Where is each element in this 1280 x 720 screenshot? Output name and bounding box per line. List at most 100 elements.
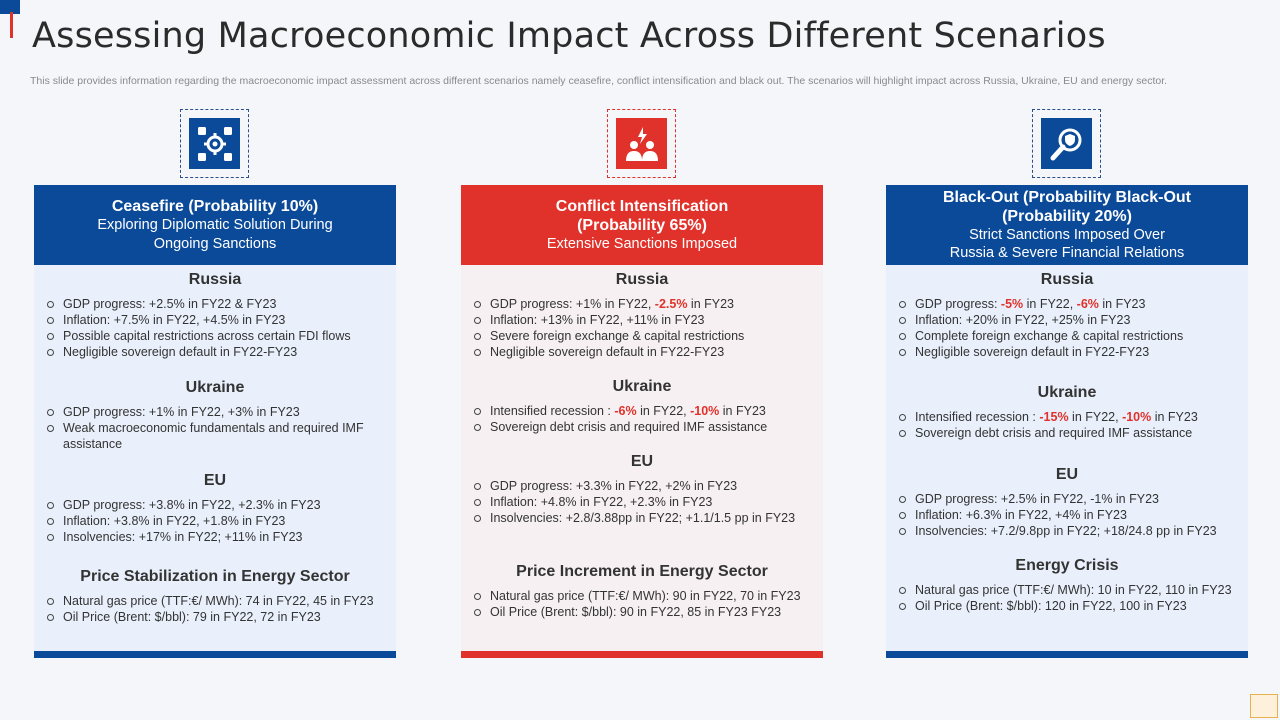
bullet-item: Inflation: +3.8% in FY22, +1.8% in FY23 [44, 513, 384, 529]
scenario-section: Energy Crisis Natural gas price (TTF:€/ M… [886, 557, 1248, 614]
column-heading-title: Ceasefire (Probability 10%) [111, 198, 319, 215]
bullet-item: Complete foreign exchange & capital rest… [896, 328, 1236, 344]
bullet-item: GDP progress: +2.5% in FY22 & FY23 [44, 296, 384, 312]
conflict-header: Conflict Intensification (Probability 65… [461, 185, 823, 265]
scenario-section: Price Stabilization in Energy Sector Natu… [34, 568, 396, 625]
bullet-item: GDP progress: +2.5% in FY22, -1% in FY23 [896, 491, 1236, 507]
section-title: EU [203, 472, 227, 489]
bullet-item: Inflation: +6.3% in FY22, +4% in FY23 [896, 507, 1236, 523]
gear-network-icon [189, 118, 240, 169]
section-title: EU [630, 453, 654, 470]
bullet-list: Intensified recession : -15% in FY22, -1… [886, 409, 1248, 441]
bullet-list: GDP progress: +1% in FY22, -2.5% in FY23… [461, 296, 823, 360]
section-title: Price Increment in Energy Sector [516, 563, 768, 580]
bullet-text: GDP progress: +1% in FY22, [490, 297, 655, 311]
corner-accent-red [10, 12, 13, 38]
scenario-section: EU GDP progress: +3.8% in FY22, +2.3% in … [34, 472, 396, 545]
bullet-item: Negligible sovereign default in FY22-FY2… [896, 344, 1236, 360]
negative-value: -6% [614, 404, 637, 418]
bullet-text: in FY22, [1068, 410, 1123, 424]
bullet-text: in FY23 [1151, 410, 1198, 424]
bullet-item: GDP progress: +3.3% in FY22, +2% in FY23 [471, 478, 811, 494]
bullet-item: Intensified recession : -15% in FY22, -1… [896, 409, 1236, 425]
scenario-section: Russia GDP progress: -5% in FY22, -6% in … [886, 271, 1248, 360]
conflict-icon-frame [607, 109, 676, 178]
bullet-list: GDP progress: +3.3% in FY22, +2% in FY23… [461, 478, 823, 526]
bullet-item: Oil Price (Brent: $/bbl): 90 in FY22, 85… [471, 604, 811, 620]
bullet-item: Negligible sovereign default in FY22-FY2… [44, 344, 384, 360]
scenario-section: Ukraine GDP progress: +1% in FY22, +3% in… [34, 379, 396, 452]
bullet-item: Severe foreign exchange & capital restri… [471, 328, 811, 344]
section-title: Ukraine [612, 378, 672, 395]
column-heading-line: Strict Sanctions Imposed Over [969, 226, 1165, 243]
bullet-list: Natural gas price (TTF:€/ MWh): 10 in FY… [886, 582, 1248, 614]
bullet-item: Inflation: +20% in FY22, +25% in FY23 [896, 312, 1236, 328]
bullet-item: GDP progress: +3.8% in FY22, +2.3% in FY… [44, 497, 384, 513]
bullet-item: GDP progress: -5% in FY22, -6% in FY23 [896, 296, 1236, 312]
section-title: Energy Crisis [1015, 557, 1119, 574]
bullet-item: Inflation: +4.8% in FY22, +2.3% in FY23 [471, 494, 811, 510]
bullet-text: in FY22, [1023, 297, 1077, 311]
bullet-list: GDP progress: +3.8% in FY22, +2.3% in FY… [34, 497, 396, 545]
blackout-column: Black-Out (Probability Black-Out (Probab… [886, 185, 1248, 658]
bullet-text: in FY23 [687, 297, 734, 311]
section-title: Ukraine [1037, 384, 1097, 401]
bullet-item: Insolvencies: +7.2/9.8pp in FY22; +18/24… [896, 523, 1236, 539]
column-heading-title: Conflict Intensification [555, 197, 729, 215]
negative-value: -10% [1122, 410, 1152, 424]
column-heading-title: (Probability 65%) [577, 216, 707, 234]
column-footer-bar [34, 651, 396, 658]
bullet-list: GDP progress: -5% in FY22, -6% in FY23 In… [886, 296, 1248, 360]
column-heading-line: Russia & Severe Financial Relations [949, 245, 1185, 261]
bullet-item: GDP progress: +1% in FY22, -2.5% in FY23 [471, 296, 811, 312]
negative-value: -6% [1076, 297, 1099, 311]
bullet-item: Weak macroeconomic fundamentals and requ… [44, 420, 384, 452]
conflict-column: Conflict Intensification (Probability 65… [461, 185, 823, 658]
column-heading-line: Extensive Sanctions Imposed [546, 235, 738, 252]
scenario-section: Russia GDP progress: +2.5% in FY22 & FY23… [34, 271, 396, 360]
scenario-section: Ukraine Intensified recession : -6% in FY… [461, 378, 823, 435]
section-title: EU [1055, 466, 1079, 483]
search-shield-icon [1041, 118, 1092, 169]
ceasefire-column: Ceasefire (Probability 10%) Exploring Di… [34, 185, 396, 658]
bullet-text: Intensified recession : [915, 410, 1040, 424]
column-heading-title: Black-Out (Probability Black-Out [942, 188, 1192, 206]
column-heading-title: (Probability 20%) [1002, 207, 1132, 225]
bullet-list: Natural gas price (TTF:€/ MWh): 74 in FY… [34, 593, 396, 625]
bullet-text: in FY23 [719, 404, 766, 418]
scenario-section: EU GDP progress: +3.3% in FY22, +2% in FY… [461, 453, 823, 526]
page-description: This slide provides information regardin… [30, 75, 1168, 87]
corner-accent-box [1250, 694, 1278, 718]
column-heading-line: Ongoing Sanctions [153, 235, 277, 252]
ceasefire-icon-frame [180, 109, 249, 178]
bullet-list: GDP progress: +2.5% in FY22 & FY23 Inflat… [34, 296, 396, 360]
bullet-text: GDP progress: [915, 297, 1001, 311]
bullet-item: Natural gas price (TTF:€/ MWh): 10 in FY… [896, 582, 1236, 598]
section-title: Russia [188, 271, 242, 288]
page-title: Assessing Macroeconomic Impact Across Di… [32, 16, 1106, 56]
section-title: Russia [615, 271, 669, 288]
bullet-item: Negligible sovereign default in FY22-FY2… [471, 344, 811, 360]
bullet-item: Intensified recession : -6% in FY22, -10… [471, 403, 811, 419]
bullet-list: Natural gas price (TTF:€/ MWh): 90 in FY… [461, 588, 823, 620]
bullet-item: Insolvencies: +17% in FY22; +11% in FY23 [44, 529, 384, 545]
bullet-text: in FY22, [636, 404, 691, 418]
bullet-item: Sovereign debt crisis and required IMF a… [896, 425, 1236, 441]
bullet-list: Intensified recession : -6% in FY22, -10… [461, 403, 823, 435]
bullet-list: GDP progress: +1% in FY22, +3% in FY23 We… [34, 404, 396, 452]
bullet-item: GDP progress: +1% in FY22, +3% in FY23 [44, 404, 384, 420]
bullet-item: Sovereign debt crisis and required IMF a… [471, 419, 811, 435]
bullet-list: GDP progress: +2.5% in FY22, -1% in FY23… [886, 491, 1248, 539]
blackout-header: Black-Out (Probability Black-Out (Probab… [886, 185, 1248, 265]
column-heading-line: Exploring Diplomatic Solution During [97, 217, 333, 233]
bullet-item: Inflation: +13% in FY22, +11% in FY23 [471, 312, 811, 328]
bullet-text: in FY23 [1098, 297, 1146, 311]
scenario-section: Ukraine Intensified recession : -15% in F… [886, 384, 1248, 441]
section-title: Ukraine [185, 379, 245, 396]
negative-value: -10% [690, 404, 720, 418]
bullet-item: Oil Price (Brent: $/bbl): 120 in FY22, 1… [896, 598, 1236, 614]
conflict-people-icon [616, 118, 667, 169]
section-title: Russia [1040, 271, 1094, 288]
scenario-section: Russia GDP progress: +1% in FY22, -2.5% i… [461, 271, 823, 360]
bullet-item: Insolvencies: +2.8/3.88pp in FY22; +1.1/… [471, 510, 811, 526]
